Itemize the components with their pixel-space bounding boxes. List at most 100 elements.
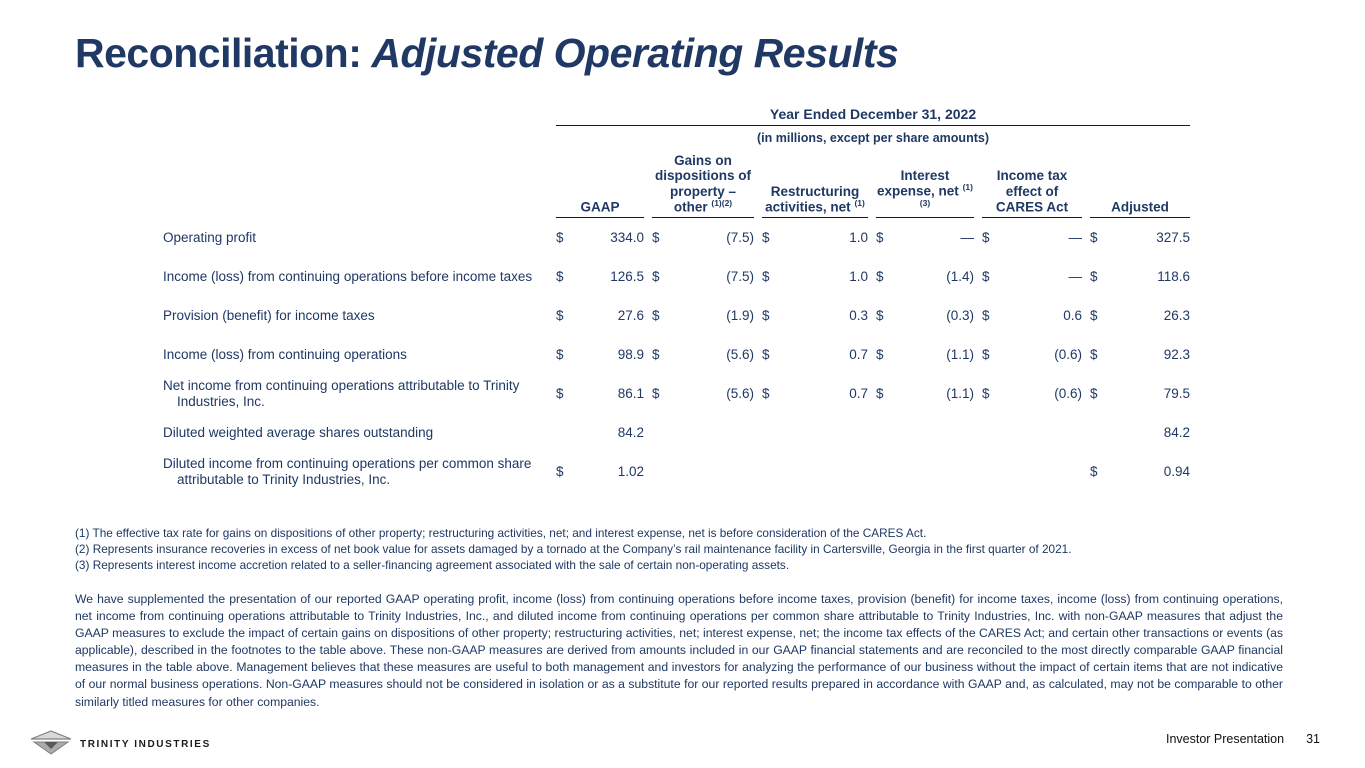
- table-row: Operating profit $ 334.0 $ (7.5) $ 1.0 $…: [163, 218, 1190, 257]
- dollar-sign: $: [1090, 464, 1098, 479]
- table-cell: $ 0.7: [762, 335, 868, 374]
- column-header: Adjusted: [1090, 147, 1190, 218]
- dollar-sign: $: [762, 386, 770, 401]
- table-cell: $ 1.0: [762, 218, 868, 257]
- cell-value: (7.5): [726, 269, 754, 284]
- cell-value: —: [1068, 269, 1083, 284]
- table-row: Income (loss) from continuing operations…: [163, 257, 1190, 296]
- table-cell: $ 92.3: [1090, 335, 1190, 374]
- column-header-row: GAAP Gains on dispositions of property –…: [163, 147, 1190, 218]
- column-header-text: Adjusted: [1111, 199, 1169, 215]
- row-label: Diluted income from continuing operation…: [163, 455, 532, 487]
- column-header-text: Restructuring activities, net: [765, 183, 860, 215]
- cell-value: 0.6: [1063, 308, 1082, 323]
- cell-value: 126.5: [610, 269, 644, 284]
- table-cell: $ 0.94: [1090, 452, 1190, 491]
- table-cell: $ 118.6: [1090, 257, 1190, 296]
- cell-value: 334.0: [610, 230, 644, 245]
- dollar-sign: $: [556, 464, 564, 479]
- dollar-sign: $: [982, 347, 990, 362]
- cell-value: (1.9): [726, 308, 754, 323]
- table-cell: $ —: [982, 218, 1082, 257]
- column-header-text: Gains on dispositions of property – othe…: [655, 153, 751, 215]
- table-cell: $ (1.9): [652, 296, 754, 335]
- cell-value: 118.6: [1157, 269, 1190, 284]
- dollar-sign: $: [982, 308, 990, 323]
- row-label: Net income from continuing operations at…: [163, 377, 520, 409]
- row-label: Income (loss) from continuing operations: [163, 346, 407, 362]
- table-cell: $ (1.1): [876, 374, 974, 413]
- table-cell: $ (5.6): [652, 374, 754, 413]
- table-cell: $ 98.9: [556, 335, 644, 374]
- table-cell: $ (7.5): [652, 218, 754, 257]
- dollar-sign: $: [1090, 269, 1098, 284]
- column-header-text: GAAP: [580, 199, 620, 215]
- row-label: Provision (benefit) for income taxes: [163, 307, 375, 323]
- footnotes: (1) The effective tax rate for gains on …: [75, 525, 1285, 574]
- table-cell: [762, 413, 868, 452]
- table-cell: [762, 452, 868, 491]
- table-cell: $ (5.6): [652, 335, 754, 374]
- dollar-sign: $: [1090, 347, 1098, 362]
- table-cell: $ 0.7: [762, 374, 868, 413]
- table-cell: $ (7.5): [652, 257, 754, 296]
- table-cell: $ 126.5: [556, 257, 644, 296]
- dollar-sign: $: [876, 308, 884, 323]
- dollar-sign: $: [652, 230, 660, 245]
- table-cell: 84.2: [556, 413, 644, 452]
- cell-value: 26.3: [1163, 308, 1190, 323]
- units-note: (in millions, except per share amounts): [756, 131, 989, 145]
- cell-value: —: [1068, 230, 1083, 245]
- dollar-sign: $: [876, 347, 884, 362]
- footnote-1: (1) The effective tax rate for gains on …: [75, 526, 927, 540]
- cell-value: (1.1): [946, 347, 974, 362]
- cell-value: 79.5: [1163, 386, 1190, 401]
- page-title-emphasis: Adjusted Operating Results: [371, 30, 899, 76]
- period-header: Year Ended December 31, 2022: [556, 106, 1190, 126]
- dollar-sign: $: [556, 269, 564, 284]
- cell-value: 0.7: [849, 386, 868, 401]
- cell-value: 86.1: [617, 386, 644, 401]
- cell-value: 1.0: [849, 269, 868, 284]
- column-header: Income tax effect of CARES Act: [982, 147, 1082, 218]
- cell-value: (1.4): [946, 269, 974, 284]
- table-cell: $ (1.1): [876, 335, 974, 374]
- footnote-2: (2) Represents insurance recoveries in e…: [75, 542, 1072, 557]
- dollar-sign: $: [556, 347, 564, 362]
- column-header-footnote-ref: (1)(3): [919, 182, 973, 209]
- cell-value: 1.0: [849, 230, 868, 245]
- spacer-cell: [163, 126, 548, 147]
- cell-value: 0.94: [1163, 464, 1190, 479]
- dollar-sign: $: [556, 386, 564, 401]
- table-cell: $ 86.1: [556, 374, 644, 413]
- spacer-cell: [163, 147, 548, 218]
- reconciliation-table-wrap: Year Ended December 31, 2022 (in million…: [155, 106, 1198, 491]
- dollar-sign: $: [982, 269, 990, 284]
- column-header-text: Interest expense, net: [877, 167, 959, 199]
- table-cell: [982, 452, 1082, 491]
- page-title: Reconciliation: Adjusted Operating Result…: [75, 30, 899, 77]
- footer-right: Investor Presentation 31: [1166, 732, 1320, 746]
- table-cell: $ 27.6: [556, 296, 644, 335]
- column-header: Restructuring activities, net (1): [762, 147, 868, 218]
- table-cell: [876, 413, 974, 452]
- table-cell: $ 1.02: [556, 452, 644, 491]
- cell-value: (0.6): [1054, 347, 1082, 362]
- dollar-sign: $: [982, 386, 990, 401]
- dollar-sign: $: [762, 308, 770, 323]
- row-label: Income (loss) from continuing operations…: [163, 268, 533, 284]
- table-cell: $ 1.0: [762, 257, 868, 296]
- table-cell: $ —: [876, 218, 974, 257]
- dollar-sign: $: [556, 230, 564, 245]
- dollar-sign: $: [652, 308, 660, 323]
- table-cell: $ (0.6): [982, 335, 1082, 374]
- dollar-sign: $: [762, 347, 770, 362]
- non-gaap-disclosure-paragraph: We have supplemented the presentation of…: [75, 592, 1283, 709]
- cell-value: 1.02: [617, 464, 644, 479]
- dollar-sign: $: [1090, 230, 1098, 245]
- table-row: Provision (benefit) for income taxes $ 2…: [163, 296, 1190, 335]
- dollar-sign: $: [1090, 308, 1098, 323]
- table-cell: $ 334.0: [556, 218, 644, 257]
- column-header: Gains on dispositions of property – othe…: [652, 147, 754, 218]
